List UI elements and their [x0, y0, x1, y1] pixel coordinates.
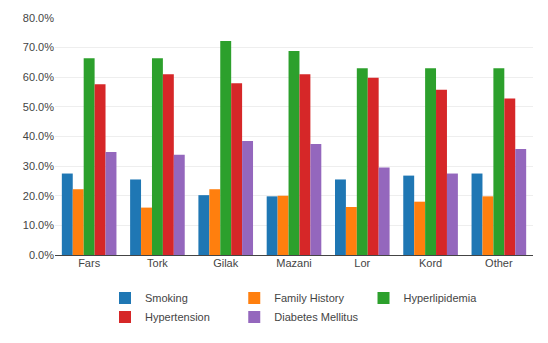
svg-text:70.0%: 70.0% [23, 41, 54, 53]
svg-text:10.0%: 10.0% [23, 219, 54, 231]
svg-text:Smoking: Smoking [145, 292, 188, 304]
svg-text:Tork: Tork [147, 257, 168, 269]
svg-text:80.0%: 80.0% [23, 12, 54, 24]
svg-text:50.0%: 50.0% [23, 101, 54, 113]
svg-text:Kord: Kord [419, 257, 442, 269]
svg-text:40.0%: 40.0% [23, 130, 54, 142]
svg-text:Gilak: Gilak [213, 257, 239, 269]
svg-text:60.0%: 60.0% [23, 71, 54, 83]
svg-text:Lor: Lor [354, 257, 370, 269]
svg-text:Fars: Fars [78, 257, 101, 269]
svg-text:Other: Other [485, 257, 513, 269]
svg-text:0.0%: 0.0% [29, 249, 54, 261]
svg-text:Hypertension: Hypertension [145, 311, 210, 323]
svg-text:Diabetes Mellitus: Diabetes Mellitus [274, 311, 358, 323]
svg-text:Family History: Family History [274, 292, 344, 304]
svg-text:Mazani: Mazani [276, 257, 311, 269]
svg-text:20.0%: 20.0% [23, 190, 54, 202]
svg-text:Hyperlipidemia: Hyperlipidemia [404, 292, 478, 304]
svg-text:30.0%: 30.0% [23, 160, 54, 172]
